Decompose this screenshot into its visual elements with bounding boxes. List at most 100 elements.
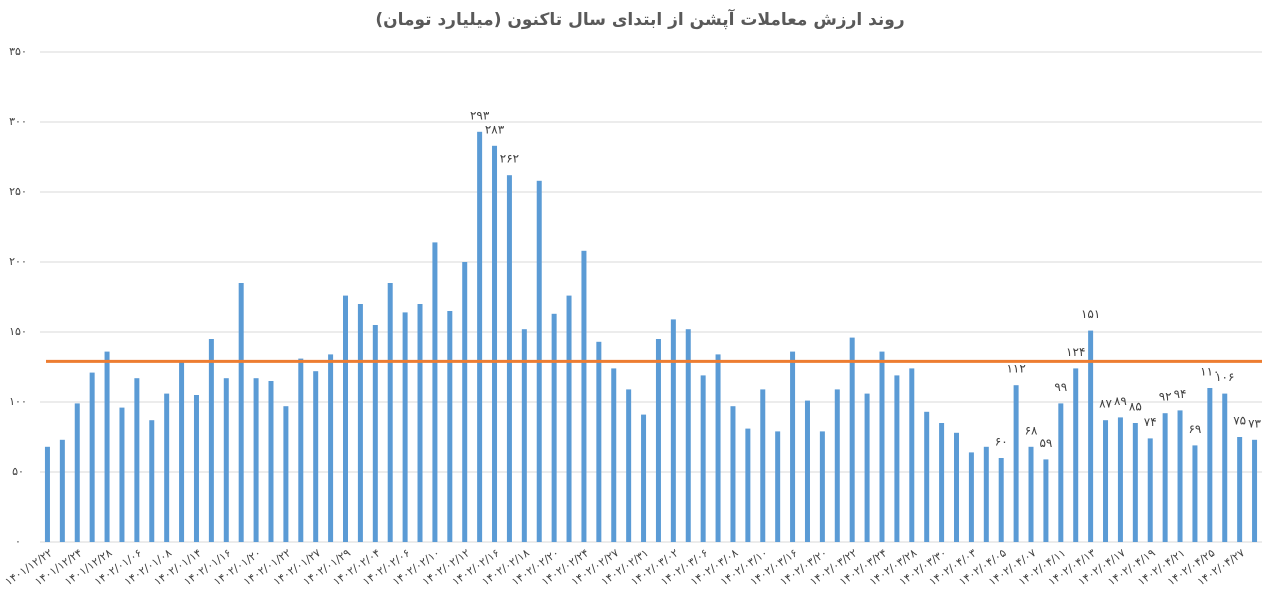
bar (521, 329, 527, 542)
bar (328, 354, 334, 542)
bar (924, 411, 930, 542)
bar (1237, 437, 1243, 542)
bar (581, 250, 587, 543)
bar (223, 378, 229, 542)
data-label: ۶۸ (1025, 423, 1038, 437)
data-label: ۷۵ (1233, 414, 1246, 428)
bar (819, 431, 825, 542)
bar (1103, 420, 1109, 542)
bar (1147, 438, 1153, 542)
bar (700, 375, 706, 542)
data-label: ۸۷ (1099, 397, 1112, 411)
bar (879, 351, 885, 542)
bar (760, 389, 766, 542)
bar (208, 339, 214, 542)
bar (402, 312, 408, 542)
y-tick-label: ۵۰ (12, 465, 24, 478)
y-tick-label: ۳۵۰ (9, 45, 27, 58)
bar (477, 131, 483, 543)
data-label: ۹۹ (1054, 380, 1067, 394)
bar (894, 375, 900, 542)
y-tick-label: ۳۰۰ (9, 115, 27, 128)
bar (492, 145, 498, 543)
y-tick-label: ۲۵۰ (9, 185, 27, 198)
data-label: ۱۵۱ (1081, 307, 1100, 321)
bar (1088, 330, 1094, 542)
bar (268, 381, 274, 542)
bar (372, 325, 378, 542)
bar (343, 295, 348, 542)
data-label: ۷۳ (1248, 416, 1261, 430)
bar (1013, 385, 1019, 542)
bar (238, 283, 244, 542)
bar (641, 414, 647, 542)
data-label: ۱۰۶ (1215, 370, 1234, 384)
data-label: ۹۴ (1174, 387, 1187, 401)
bar (432, 242, 438, 542)
data-label: ۷۴ (1144, 415, 1157, 429)
bar (119, 407, 125, 542)
bar (193, 395, 199, 542)
bar (998, 458, 1004, 542)
bar (447, 311, 453, 542)
bar (149, 420, 155, 542)
bar (745, 428, 751, 542)
bar (1177, 410, 1183, 542)
bar (59, 439, 65, 542)
bar (164, 393, 170, 542)
data-label: ۲۸۳ (485, 122, 505, 136)
bar (1207, 388, 1213, 542)
bar (611, 368, 617, 542)
bar (179, 360, 185, 542)
data-label: ۱۱۰ (1200, 365, 1219, 379)
bar (983, 446, 989, 542)
data-label: ۹۲ (1159, 390, 1172, 404)
data-label: ۸۵ (1129, 400, 1142, 414)
bar (1058, 403, 1064, 542)
bar (909, 368, 915, 542)
bar (954, 432, 959, 542)
data-label: ۶۰ (995, 435, 1008, 449)
bar (626, 389, 632, 542)
y-tick-label: ۲۰۰ (9, 255, 27, 268)
y-tick-label: ۱۵۰ (9, 325, 27, 338)
data-label: ۵۹ (1039, 436, 1052, 450)
bar (506, 175, 512, 542)
chart-title: روند ارزش معاملات آپشن از ابتدای سال تاک… (375, 8, 904, 30)
data-label: ۱۲۴ (1066, 345, 1085, 359)
bar (834, 389, 840, 542)
bar (417, 304, 423, 542)
bar (44, 446, 50, 542)
bar (775, 431, 781, 542)
bar (313, 371, 319, 542)
y-tick-label: ۰ (15, 535, 21, 548)
bar (804, 400, 810, 542)
bar (849, 337, 855, 542)
bar (1162, 413, 1168, 542)
bar (357, 304, 363, 542)
data-label: ۱۱۲ (1006, 362, 1025, 376)
bar (462, 262, 468, 542)
y-tick-label: ۱۰۰ (9, 395, 27, 408)
bar (387, 283, 393, 542)
bar (1132, 423, 1138, 542)
bar (283, 406, 289, 542)
bar (1252, 439, 1258, 542)
bar (551, 313, 557, 542)
bar (864, 393, 870, 542)
bar (566, 295, 572, 542)
bar (104, 351, 110, 542)
bar (1043, 459, 1049, 542)
bar (655, 339, 661, 542)
bar (298, 358, 304, 542)
bar (730, 406, 736, 542)
bar (790, 351, 796, 542)
bar (1073, 368, 1079, 542)
bar (1222, 393, 1228, 542)
bar (596, 341, 602, 542)
bar (134, 378, 140, 542)
bar (1192, 445, 1198, 542)
data-label: ۲۶۲ (500, 152, 519, 166)
bar (939, 423, 945, 542)
